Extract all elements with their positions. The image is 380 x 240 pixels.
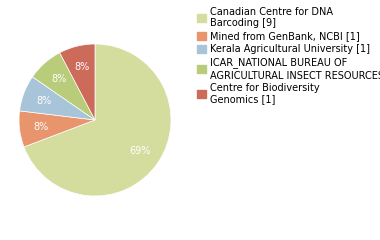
Wedge shape [19, 77, 95, 120]
Wedge shape [24, 44, 171, 196]
Text: 8%: 8% [33, 122, 48, 132]
Text: 8%: 8% [74, 62, 90, 72]
Wedge shape [32, 53, 95, 120]
Wedge shape [60, 44, 95, 120]
Text: 69%: 69% [129, 146, 151, 156]
Text: 8%: 8% [36, 96, 51, 106]
Wedge shape [19, 111, 95, 147]
Legend: Canadian Centre for DNA
Barcoding [9], Mined from GenBank, NCBI [1], Kerala Agri: Canadian Centre for DNA Barcoding [9], M… [195, 5, 380, 106]
Text: 8%: 8% [51, 74, 66, 84]
